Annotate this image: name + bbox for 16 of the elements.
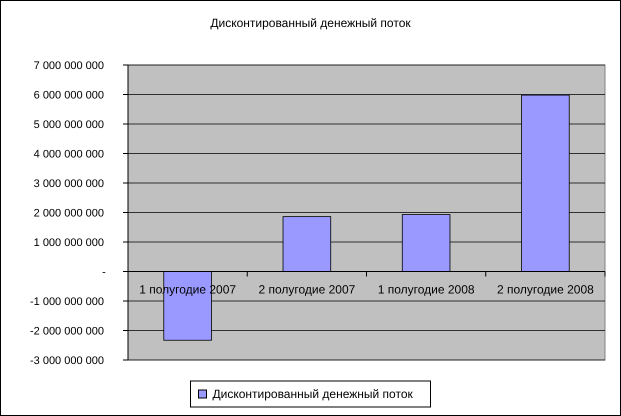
y-tick-label: -3 000 000 000 <box>30 354 104 367</box>
y-tick-label: 6 000 000 000 <box>34 89 104 102</box>
y-tick-label: -1 000 000 000 <box>30 296 104 308</box>
legend-label: Дисконтированный денежный поток <box>212 387 414 402</box>
y-tick-label: 1 000 000 000 <box>34 236 104 249</box>
x-tick-label: 2 полугодие 2007 <box>258 282 356 296</box>
y-tick-label: 5 000 000 000 <box>34 118 104 131</box>
y-tick-label: 3 000 000 000 <box>34 178 104 190</box>
y-tick-label: 4 000 000 000 <box>34 148 104 160</box>
y-tick-label: - <box>102 266 106 278</box>
y-tick-label: 2 000 000 000 <box>34 207 104 220</box>
x-tick-label: 2 полугодие 2008 <box>496 282 594 296</box>
chart-title: Дисконтированный денежный поток <box>210 16 412 30</box>
x-tick-label: 1 полугодие 2008 <box>378 282 475 296</box>
y-tick-label: 7 000 000 000 <box>34 60 104 72</box>
y-tick-label: -2 000 000 000 <box>30 325 104 338</box>
